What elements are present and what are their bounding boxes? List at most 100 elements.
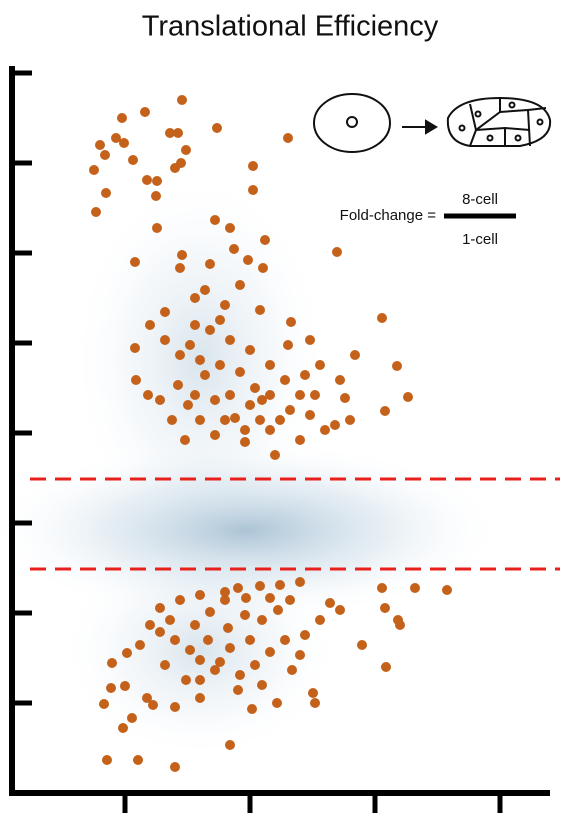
data-point [410,583,420,593]
data-point [285,405,295,415]
data-point [220,415,230,425]
data-point [210,430,220,440]
data-point [210,665,220,675]
data-point [119,138,129,148]
data-point [335,375,345,385]
data-point [257,680,267,690]
data-point [120,681,130,691]
data-point [91,207,101,217]
data-point [257,615,267,625]
data-point [275,580,285,590]
data-point [442,585,452,595]
annotation: 8-cell [462,191,498,208]
data-point [95,140,105,150]
data-point [350,350,360,360]
data-point [300,370,310,380]
data-point [190,620,200,630]
data-point [130,343,140,353]
data-point [245,635,255,645]
data-point [195,355,205,365]
data-point [245,345,255,355]
data-point [160,307,170,317]
data-point [101,188,111,198]
data-point [265,593,275,603]
data-point [190,390,200,400]
data-point [255,581,265,591]
data-point [286,317,296,327]
data-point [287,665,297,675]
data-point [380,406,390,416]
data-point [99,699,109,709]
data-point [135,640,145,650]
data-point [165,128,175,138]
data-point [300,630,310,640]
data-point [241,593,251,603]
data-point [283,133,293,143]
data-point [111,133,121,143]
data-point [175,263,185,273]
data-point [220,587,230,597]
data-point [225,643,235,653]
data-point [215,360,225,370]
data-point [250,383,260,393]
data-point [155,395,165,405]
data-point [131,375,141,385]
data-point [107,658,117,668]
data-point [195,590,205,600]
data-point [248,185,258,195]
data-point [235,367,245,377]
data-point [215,315,225,325]
data-point [140,107,150,117]
data-point [265,647,275,657]
data-point [100,150,110,160]
data-point [205,607,215,617]
annotation: Fold-change = [340,207,437,224]
data-point [325,598,335,608]
data-point [170,635,180,645]
data-point [260,235,270,245]
data-point [152,176,162,186]
data-point [185,645,195,655]
data-point [203,635,213,645]
cell-diagram [313,93,552,153]
data-point [283,340,293,350]
data-point [220,300,230,310]
data-point [272,698,282,708]
data-point [148,700,158,710]
chart-title: Translational Efficiency [142,11,439,43]
data-point [330,420,340,430]
data-point [225,390,235,400]
data-point [305,335,315,345]
data-point [151,191,161,201]
data-point [173,380,183,390]
data-point [142,693,152,703]
data-point [190,320,200,330]
data-point [180,435,190,445]
data-point [275,415,285,425]
data-point [133,755,143,765]
data-point [310,390,320,400]
data-point [145,620,155,630]
data-point [240,610,250,620]
data-point [280,375,290,385]
data-point [160,660,170,670]
data-point [130,257,140,267]
data-point [143,390,153,400]
data-point [106,683,116,693]
data-point [335,605,345,615]
data-point [170,702,180,712]
data-point [240,425,250,435]
data-point [165,615,175,625]
data-point [183,400,193,410]
data-point [117,113,127,123]
data-point [205,259,215,269]
data-point [357,640,367,650]
plot-area [9,66,560,813]
data-point [308,688,318,698]
data-point [403,392,413,402]
data-point [305,410,315,420]
data-point [142,175,152,185]
data-point [240,437,250,447]
data-point [181,145,191,155]
data-point [273,605,283,615]
